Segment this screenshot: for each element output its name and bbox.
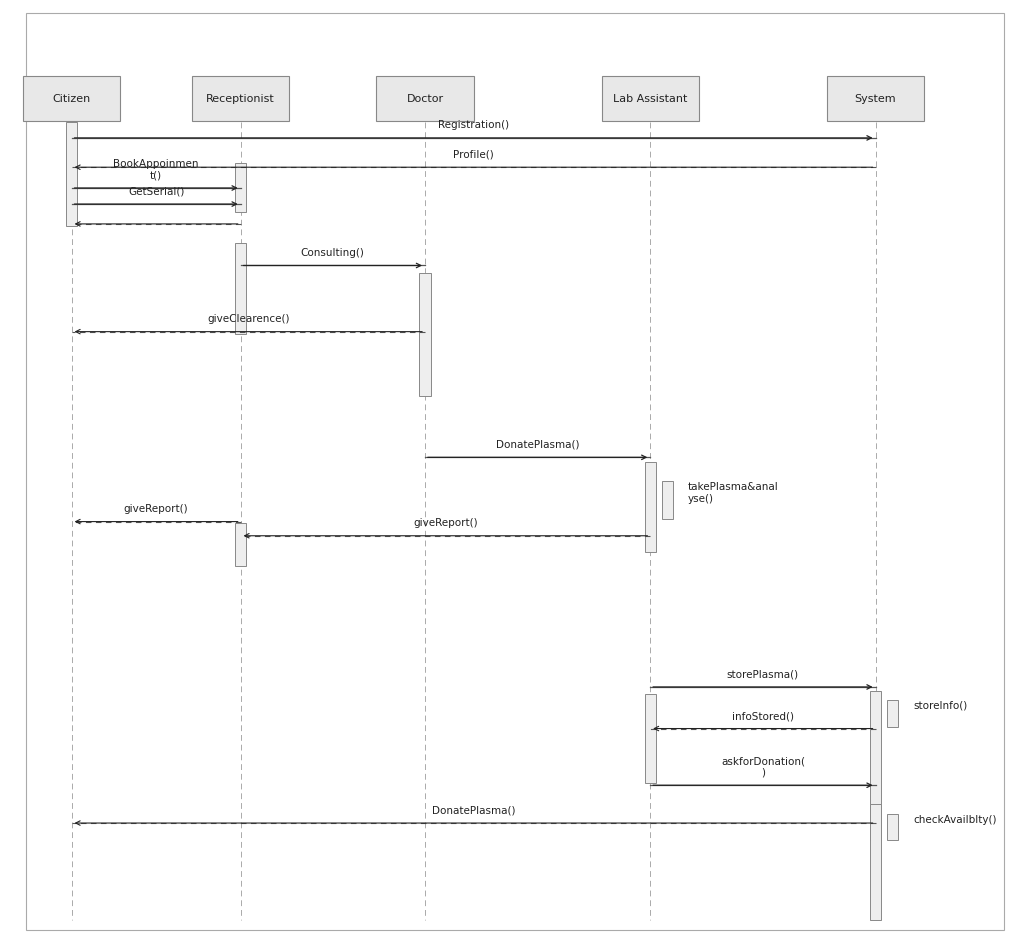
Bar (66, 123, 78, 227)
Bar (645, 463, 656, 552)
Text: giveReport(): giveReport() (124, 503, 188, 514)
Bar (887, 700, 898, 727)
Bar (827, 76, 924, 122)
Bar (887, 814, 898, 840)
Bar (602, 76, 698, 122)
Text: askforDonation(
): askforDonation( ) (721, 755, 805, 777)
Text: infoStored(): infoStored() (732, 710, 794, 720)
Bar (193, 76, 289, 122)
Text: Receptionist: Receptionist (206, 94, 275, 104)
Bar (645, 694, 656, 784)
Text: Registration(): Registration() (438, 120, 509, 130)
Text: Consulting(): Consulting() (301, 247, 365, 258)
Text: giveReport(): giveReport() (413, 517, 478, 528)
Text: Doctor: Doctor (407, 94, 443, 104)
Bar (234, 164, 246, 212)
Text: System: System (855, 94, 896, 104)
Text: giveClearence(): giveClearence() (207, 313, 290, 324)
Bar (870, 804, 881, 920)
Text: GetSerial(): GetSerial() (128, 186, 184, 196)
Text: Profile(): Profile() (454, 149, 494, 160)
Text: DonatePlasma(): DonatePlasma() (496, 439, 580, 449)
Bar (870, 691, 881, 840)
Text: Citizen: Citizen (52, 94, 91, 104)
Text: DonatePlasma(): DonatePlasma() (432, 804, 515, 815)
Text: storePlasma(): storePlasma() (727, 668, 799, 679)
Bar (234, 524, 246, 566)
Bar (420, 274, 430, 396)
Text: storeInfo(): storeInfo() (913, 700, 968, 710)
Text: BookAppoinmen
t(): BookAppoinmen t() (114, 159, 199, 180)
Bar (234, 244, 246, 335)
Bar (377, 76, 473, 122)
Bar (662, 481, 673, 519)
Text: takePlasma&anal
yse(): takePlasma&anal yse() (688, 482, 779, 503)
Text: checkAvailblty(): checkAvailblty() (913, 815, 997, 824)
Text: Lab Assistant: Lab Assistant (613, 94, 687, 104)
Bar (24, 76, 121, 122)
